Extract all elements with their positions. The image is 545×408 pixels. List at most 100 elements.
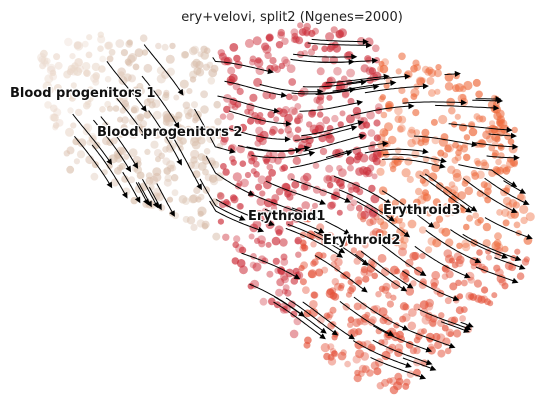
cell-point xyxy=(67,64,76,73)
cell-point xyxy=(63,150,70,157)
cell-point xyxy=(119,107,127,114)
streamline-arrowhead xyxy=(122,191,128,199)
streamline xyxy=(72,113,112,164)
cell-point xyxy=(397,124,406,133)
cell-point xyxy=(390,294,397,301)
cell-point xyxy=(413,358,422,367)
streamline-arrowhead xyxy=(125,165,132,173)
cell-point xyxy=(464,186,474,196)
streamline xyxy=(353,296,408,330)
cell-point xyxy=(381,338,389,346)
cell-point xyxy=(279,306,288,314)
cell-point xyxy=(317,316,325,324)
cell-point xyxy=(52,122,60,129)
cell-point xyxy=(369,316,377,324)
cell-point xyxy=(511,126,518,134)
cell-point xyxy=(239,123,247,132)
cell-point xyxy=(448,181,456,188)
cell-point xyxy=(92,72,100,80)
cell-point xyxy=(233,235,241,243)
cell-point xyxy=(409,347,417,355)
cell-point xyxy=(190,45,200,55)
streamline-arrowhead xyxy=(173,121,180,129)
streamline xyxy=(314,255,367,292)
streamline xyxy=(413,135,476,146)
streamline xyxy=(325,75,388,84)
cell-point xyxy=(40,49,48,58)
cell-point xyxy=(326,45,334,53)
cell-point xyxy=(251,112,259,120)
streamline xyxy=(291,207,349,235)
cell-point xyxy=(121,175,129,183)
streamline-arrowhead xyxy=(501,253,508,259)
cell-point xyxy=(203,148,211,155)
cell-point xyxy=(244,38,254,48)
cell-point xyxy=(494,232,502,241)
streamline-arrowhead xyxy=(284,136,291,143)
cell-point xyxy=(137,113,145,121)
streamline xyxy=(354,253,406,291)
cell-point xyxy=(434,88,441,95)
cell-point xyxy=(373,119,381,127)
cell-point xyxy=(217,218,224,225)
cell-point xyxy=(237,203,244,210)
cell-point xyxy=(474,218,482,227)
cell-point xyxy=(337,351,347,361)
streamline xyxy=(332,82,395,92)
cell-point xyxy=(394,106,403,116)
cell-point xyxy=(492,166,500,174)
cell-point xyxy=(466,214,474,222)
cell-point xyxy=(347,329,356,338)
cell-point xyxy=(294,115,304,124)
cell-point xyxy=(327,321,336,330)
cell-point xyxy=(132,63,140,71)
cell-point xyxy=(330,350,338,358)
streamline-arrowhead xyxy=(196,183,202,191)
cell-point xyxy=(444,144,452,153)
cell-point xyxy=(267,111,275,119)
cell-point xyxy=(460,207,467,214)
streamline-arrowhead xyxy=(268,220,275,226)
streamline-arrowhead xyxy=(422,83,429,90)
cell-point xyxy=(278,128,284,135)
streamline xyxy=(462,178,517,213)
cell-point xyxy=(252,262,262,272)
cell-point xyxy=(378,95,385,103)
cell-point xyxy=(391,233,399,242)
cell-point xyxy=(491,292,498,299)
streamline-arrowhead xyxy=(106,158,113,165)
cell-point xyxy=(394,115,403,123)
cell-point xyxy=(117,131,125,138)
cell-point xyxy=(508,199,518,208)
cell-point xyxy=(463,223,470,231)
streamline-arrowhead xyxy=(134,196,141,204)
streamline-arrowhead xyxy=(460,99,467,106)
cell-point xyxy=(85,51,93,59)
cell-point xyxy=(99,55,107,63)
cell-point xyxy=(311,291,319,299)
cell-point xyxy=(405,258,414,268)
cell-point xyxy=(226,112,235,121)
cell-point xyxy=(457,93,467,103)
cell-point xyxy=(461,242,471,252)
cell-point xyxy=(451,316,459,324)
streamline-arrowhead xyxy=(229,147,236,154)
streamline xyxy=(237,145,300,152)
cell-point xyxy=(186,216,196,225)
streamline-arrowhead xyxy=(140,131,147,139)
cell-point xyxy=(447,331,454,338)
cell-point xyxy=(255,133,265,143)
cell-point xyxy=(278,62,286,70)
cell-point xyxy=(394,348,403,358)
cell-point xyxy=(307,269,317,279)
streamline-arrowhead xyxy=(366,42,373,49)
cell-point xyxy=(432,221,441,229)
cell-point xyxy=(43,57,51,65)
streamline-arrowhead xyxy=(331,329,339,336)
cell-point xyxy=(290,277,299,285)
cell-point xyxy=(421,128,430,137)
cell-point xyxy=(311,44,319,51)
cell-point xyxy=(97,31,105,38)
cell-point xyxy=(203,47,211,54)
cell-point xyxy=(406,175,414,184)
